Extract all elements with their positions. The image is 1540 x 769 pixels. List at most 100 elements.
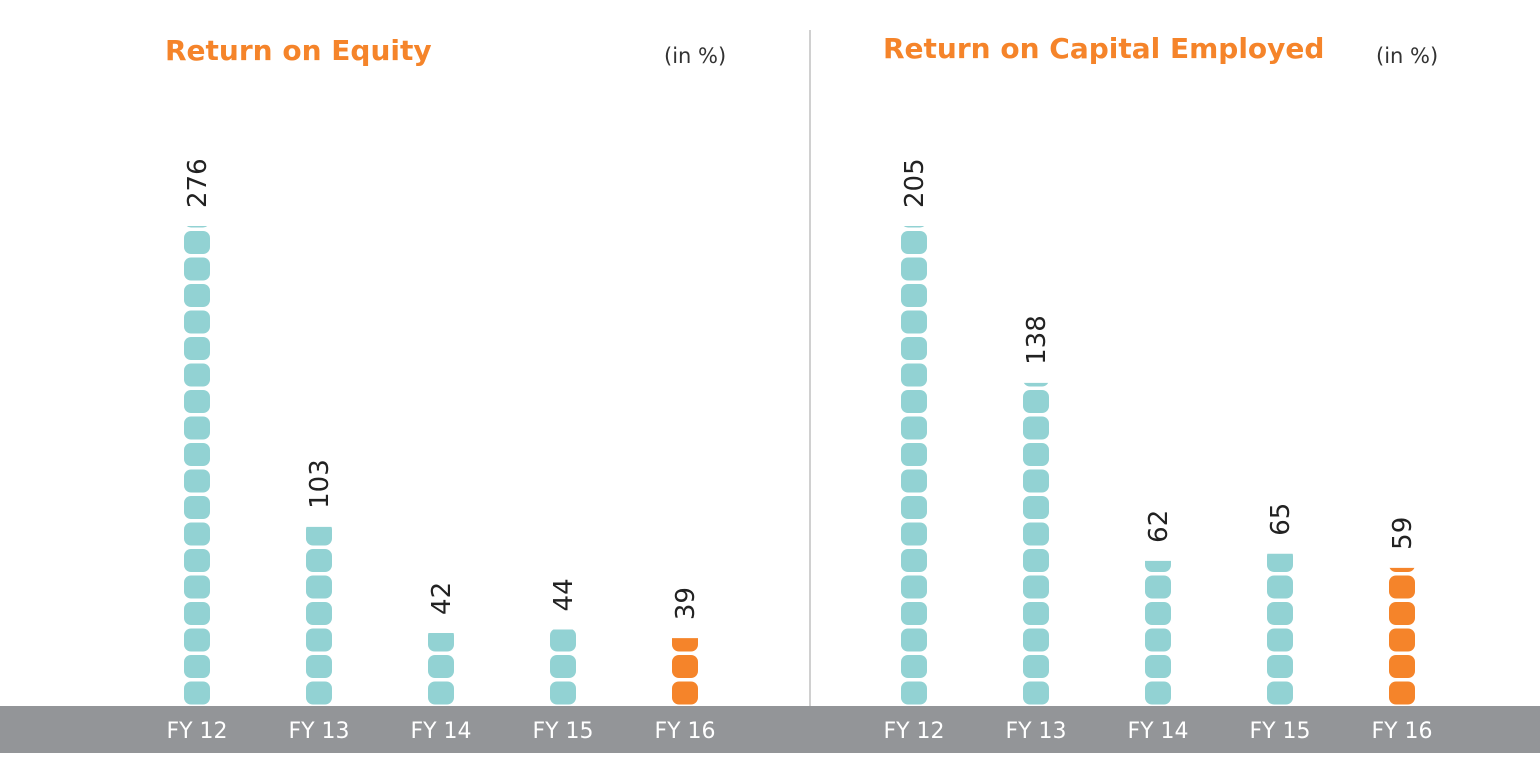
roce-bar-fy15 <box>1267 553 1293 705</box>
roe-bar-segment <box>184 390 210 413</box>
roe-tick-label-fy15: FY 15 <box>532 719 593 744</box>
roe-chart-marks: 276 FY 12 103 FY 13 42 FY 14 44 FY 15 39 FY 16 <box>166 158 715 744</box>
roce-bar-segment <box>1389 567 1415 572</box>
roce-bar-segment <box>1267 628 1293 652</box>
roe-bar-segment <box>184 257 210 281</box>
roce-bar-segment <box>1145 681 1171 705</box>
roce-bar-segment <box>901 310 927 334</box>
roe-bar-segment <box>428 681 454 705</box>
roe-bar-segment <box>306 602 332 625</box>
roe-bar-segment <box>184 655 210 678</box>
roce-bar-segment <box>1023 522 1049 546</box>
roe-bar-segment <box>306 526 332 546</box>
roce-data-label-fy15: 65 <box>1266 503 1296 536</box>
roe-bar-segment <box>184 337 210 360</box>
roce-bar-segment <box>1267 602 1293 625</box>
roce-bar-segment <box>901 522 927 546</box>
roe-data-label-fy15: 44 <box>549 578 579 611</box>
roce-bar-segment <box>1267 575 1293 599</box>
roe-bar-segment <box>672 638 698 652</box>
roce-bar-segment <box>1023 681 1049 705</box>
roce-bar-segment <box>1389 655 1415 678</box>
roe-bar-fy12 <box>184 226 210 705</box>
roe-bar-segment <box>550 655 576 678</box>
roce-bar-segment <box>1389 681 1415 705</box>
roce-bar-segment <box>901 602 927 625</box>
roce-bar-segment <box>1023 382 1049 387</box>
roce-bar-segment <box>901 337 927 360</box>
roe-bar-segment <box>184 681 210 705</box>
roce-bar-segment <box>1023 549 1049 572</box>
roce-unit-label: (in %) <box>1376 44 1439 68</box>
baseline-band <box>0 706 1540 753</box>
roce-data-label-fy13: 138 <box>1022 315 1052 365</box>
roce-tick-label-fy14: FY 14 <box>1127 719 1188 744</box>
roe-tick-label-fy12: FY 12 <box>166 719 227 744</box>
roce-bar-segment <box>1145 628 1171 652</box>
roce-bar-segment <box>901 443 927 466</box>
roe-bar-segment <box>186 226 208 228</box>
roe-bar-segment <box>184 575 210 599</box>
roe-bar-segment <box>184 496 210 519</box>
roce-bar-segment <box>1389 628 1415 652</box>
roce-chart-marks: 205 FY 12 138 FY 13 62 FY 14 65 FY 15 59 FY 16 <box>883 158 1432 744</box>
roce-bar-fy12 <box>901 226 927 705</box>
roce-bar-segment <box>901 257 927 281</box>
roe-tick-label-fy16: FY 16 <box>654 719 715 744</box>
roce-bar-segment <box>901 496 927 519</box>
roce-bar-segment <box>1023 575 1049 599</box>
roce-bar-segment <box>1145 655 1171 678</box>
roce-tick-label-fy15: FY 15 <box>1249 719 1310 744</box>
roce-bar-segment <box>1389 575 1415 599</box>
roce-bar-segment <box>901 390 927 413</box>
roe-tick-label-fy14: FY 14 <box>410 719 471 744</box>
roce-bar-segment <box>901 469 927 493</box>
roe-bar-segment <box>184 416 210 440</box>
roe-bar-segment <box>672 655 698 678</box>
roce-bar-segment <box>1267 553 1293 572</box>
roce-bar-segment <box>901 575 927 599</box>
roe-bar-segment <box>184 469 210 493</box>
roce-bar-segment <box>1023 416 1049 440</box>
roce-bar-segment <box>901 628 927 652</box>
roce-bar-segment <box>1389 602 1415 625</box>
roe-bar-segment <box>306 575 332 599</box>
roce-bar-segment <box>901 549 927 572</box>
roce-tick-label-fy16: FY 16 <box>1371 719 1432 744</box>
roce-bar-segment <box>1023 628 1049 652</box>
roce-data-label-fy14: 62 <box>1144 510 1174 543</box>
roe-bar-segment <box>184 363 210 387</box>
roe-bar-segment <box>184 443 210 466</box>
roe-data-label-fy12: 276 <box>183 158 213 208</box>
roce-bar-segment <box>1267 681 1293 705</box>
roce-bar-segment <box>1023 655 1049 678</box>
roe-bar-segment <box>184 628 210 652</box>
roe-bar-fy15 <box>550 629 576 705</box>
roe-tick-label-fy13: FY 13 <box>288 719 349 744</box>
roe-bar-segment <box>306 681 332 705</box>
roce-bar-segment <box>1023 443 1049 466</box>
roce-bar-segment <box>1145 575 1171 599</box>
roce-bar-segment <box>1023 496 1049 519</box>
roe-unit-label: (in %) <box>664 44 727 68</box>
roe-bar-segment <box>550 629 576 652</box>
roe-bar-segment <box>184 310 210 334</box>
roce-tick-label-fy12: FY 12 <box>883 719 944 744</box>
roe-data-label-fy16: 39 <box>671 587 701 620</box>
roe-bar-fy13 <box>306 526 332 705</box>
roe-bar-fy16 <box>672 638 698 705</box>
roce-tick-label-fy13: FY 13 <box>1005 719 1066 744</box>
roce-bar-segment <box>901 231 927 254</box>
roce-bar-segment <box>901 416 927 440</box>
roe-bar-segment <box>184 602 210 625</box>
roce-bar-fy16 <box>1389 567 1415 705</box>
roce-bar-segment <box>1023 469 1049 493</box>
roe-bar-segment <box>306 549 332 572</box>
roce-bar-segment <box>901 363 927 387</box>
roce-bar-segment <box>1145 560 1171 572</box>
roe-bar-segment <box>550 681 576 705</box>
roce-bar-segment <box>903 226 925 228</box>
roe-bar-segment <box>306 628 332 652</box>
